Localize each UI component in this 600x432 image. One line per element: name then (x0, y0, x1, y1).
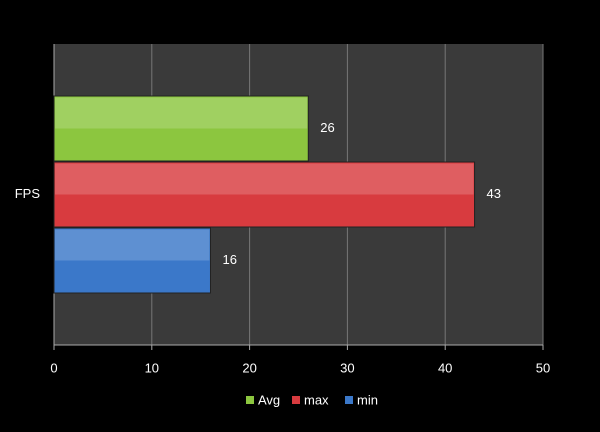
bar-highlight (55, 97, 308, 129)
x-tick-label: 40 (438, 360, 452, 375)
legend-swatch (246, 396, 254, 404)
legend-label: max (304, 392, 329, 407)
legend-label: Avg (258, 392, 280, 407)
data-label: 43 (487, 186, 501, 201)
bar (53, 161, 476, 228)
legend-swatch (345, 396, 353, 404)
y-tick-label: FPS (15, 186, 41, 201)
bar-highlight (55, 229, 210, 261)
legend-swatch (292, 396, 300, 404)
x-tick-label: 30 (340, 360, 354, 375)
bar-highlight (55, 163, 474, 195)
data-label: 26 (320, 120, 334, 135)
data-label: 16 (222, 252, 236, 267)
legend-label: min (357, 392, 378, 407)
x-tick-label: 10 (145, 360, 159, 375)
x-tick-label: 0 (50, 360, 57, 375)
bar (53, 227, 211, 294)
bar (53, 95, 309, 162)
x-tick-label: 50 (536, 360, 550, 375)
x-tick-label: 20 (242, 360, 256, 375)
